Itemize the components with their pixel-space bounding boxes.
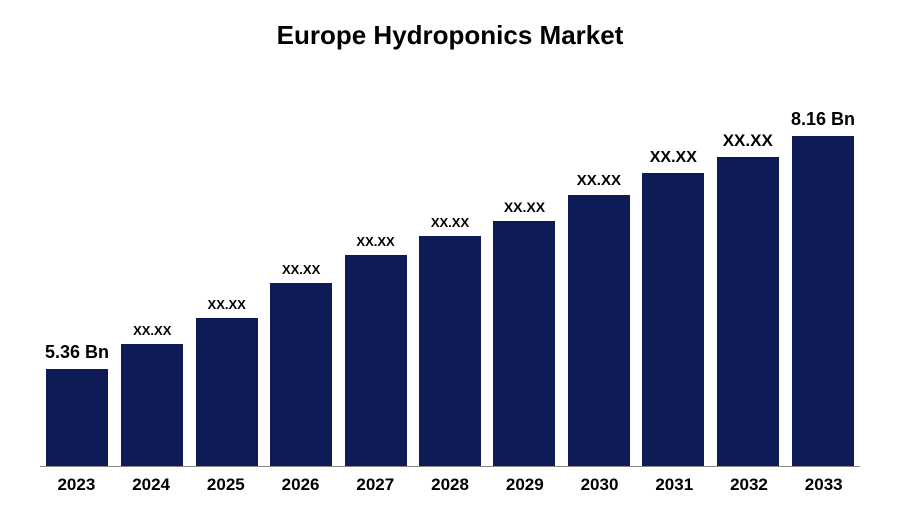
bar-group: 8.16 Bn: [791, 81, 855, 466]
bar-value-label: XX.XX: [356, 234, 394, 249]
x-axis-label: 2033: [792, 475, 855, 495]
bar: [46, 369, 108, 466]
x-axis-label: 2023: [45, 475, 108, 495]
bar: [121, 344, 183, 466]
x-axis-label: 2026: [269, 475, 332, 495]
bar: [717, 157, 779, 466]
bar: [270, 283, 332, 466]
bar-group: XX.XX: [717, 81, 779, 466]
x-axis-label: 2025: [194, 475, 257, 495]
x-axis-label: 2032: [718, 475, 781, 495]
bar: [419, 236, 481, 466]
bar-value-label: XX.XX: [282, 262, 320, 277]
bar-value-label: XX.XX: [723, 131, 773, 151]
bar-value-label: XX.XX: [133, 323, 171, 338]
bar: [642, 173, 704, 466]
bar-group: XX.XX: [568, 81, 630, 466]
x-axis-label: 2028: [419, 475, 482, 495]
x-axis-label: 2029: [493, 475, 556, 495]
bar-group: XX.XX: [419, 81, 481, 466]
bar-value-label: 5.36 Bn: [45, 342, 109, 363]
bar-group: XX.XX: [493, 81, 555, 466]
bar-group: XX.XX: [270, 81, 332, 466]
bar-value-label: XX.XX: [577, 172, 621, 189]
bar-group: XX.XX: [121, 81, 183, 466]
bar-value-label: XX.XX: [650, 149, 697, 167]
bar: [345, 255, 407, 466]
bar-value-label: 8.16 Bn: [791, 109, 855, 130]
x-axis-label: 2031: [643, 475, 706, 495]
bar-group: XX.XX: [642, 81, 704, 466]
x-axis-label: 2027: [344, 475, 407, 495]
x-axis-label: 2030: [568, 475, 631, 495]
bar-value-label: XX.XX: [431, 215, 469, 230]
bar-value-label: XX.XX: [504, 199, 545, 215]
x-axis-label: 2024: [120, 475, 183, 495]
bar-group: 5.36 Bn: [45, 81, 109, 466]
bar-group: XX.XX: [195, 81, 257, 466]
chart-area: 5.36 Bn XX.XX XX.XX XX.XX XX.XX XX.XX XX.XX XX.…: [40, 81, 860, 495]
bar: [568, 195, 630, 466]
x-axis: 2023 2024 2025 2026 2027 2028 2029 2030 2031 2032…: [40, 467, 860, 495]
bar-group: XX.XX: [344, 81, 406, 466]
bar: [792, 136, 854, 466]
bar: [493, 221, 555, 466]
chart-title: Europe Hydroponics Market: [40, 20, 860, 51]
bar: [196, 318, 258, 466]
bar-value-label: XX.XX: [208, 297, 246, 312]
bars-container: 5.36 Bn XX.XX XX.XX XX.XX XX.XX XX.XX XX.XX XX.…: [40, 81, 860, 467]
